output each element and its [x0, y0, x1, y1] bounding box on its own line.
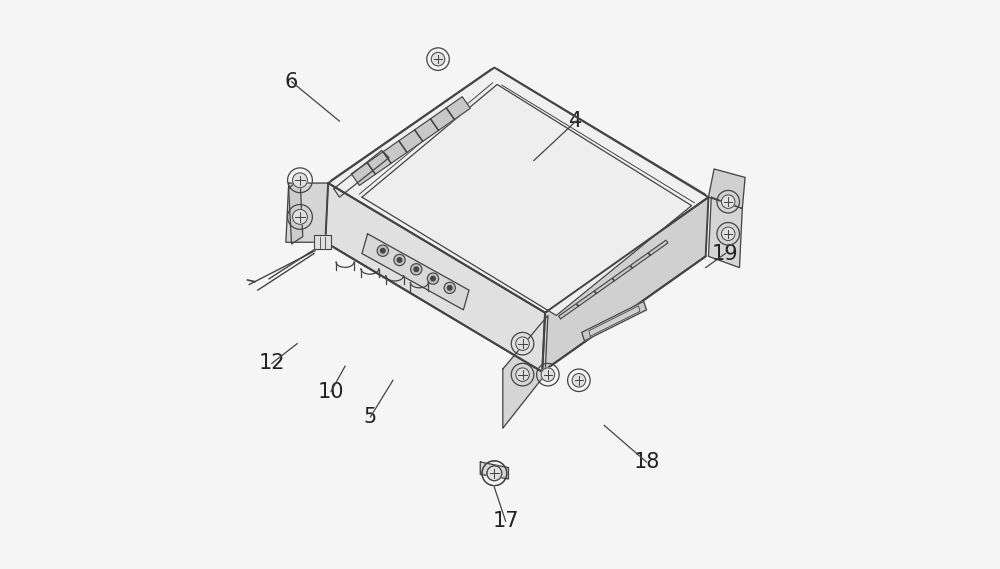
Circle shape [516, 368, 529, 381]
Circle shape [431, 277, 435, 281]
Text: 19: 19 [712, 244, 739, 263]
Polygon shape [582, 302, 646, 341]
Text: 18: 18 [633, 452, 660, 472]
Polygon shape [289, 178, 303, 244]
Bar [314, 236, 331, 249]
Polygon shape [613, 266, 632, 281]
Circle shape [293, 209, 307, 224]
Circle shape [394, 254, 405, 266]
Polygon shape [325, 183, 545, 372]
Polygon shape [559, 304, 578, 319]
Polygon shape [708, 169, 745, 208]
Text: 12: 12 [259, 353, 285, 373]
Polygon shape [503, 315, 548, 428]
Circle shape [411, 263, 422, 275]
Circle shape [721, 195, 735, 208]
Polygon shape [708, 197, 742, 267]
Polygon shape [351, 163, 376, 185]
Polygon shape [367, 151, 391, 175]
Circle shape [516, 337, 529, 351]
Polygon shape [595, 278, 614, 294]
Polygon shape [362, 234, 469, 310]
Text: 5: 5 [364, 407, 377, 427]
Polygon shape [414, 119, 439, 142]
Circle shape [572, 373, 586, 387]
Circle shape [427, 273, 439, 284]
Circle shape [444, 282, 455, 294]
Polygon shape [399, 130, 423, 152]
Circle shape [414, 267, 419, 271]
Polygon shape [589, 306, 640, 336]
Polygon shape [446, 97, 470, 119]
Polygon shape [286, 183, 328, 242]
Circle shape [721, 227, 735, 241]
Circle shape [381, 249, 385, 253]
Circle shape [487, 466, 502, 481]
Text: 6: 6 [285, 72, 298, 92]
Polygon shape [328, 68, 708, 313]
Circle shape [541, 368, 555, 381]
Polygon shape [648, 240, 668, 255]
Polygon shape [383, 141, 407, 163]
Circle shape [487, 466, 502, 481]
Polygon shape [430, 108, 454, 130]
Polygon shape [480, 462, 508, 479]
Text: 17: 17 [492, 511, 519, 531]
Polygon shape [631, 253, 650, 268]
Polygon shape [362, 84, 692, 315]
Text: 4: 4 [569, 111, 583, 131]
Polygon shape [542, 197, 708, 372]
Circle shape [431, 52, 445, 66]
Polygon shape [577, 291, 596, 306]
Circle shape [397, 258, 402, 262]
Circle shape [293, 173, 307, 188]
Circle shape [377, 245, 388, 256]
Text: 10: 10 [318, 382, 344, 402]
Bar [314, 236, 331, 249]
Circle shape [447, 286, 452, 290]
